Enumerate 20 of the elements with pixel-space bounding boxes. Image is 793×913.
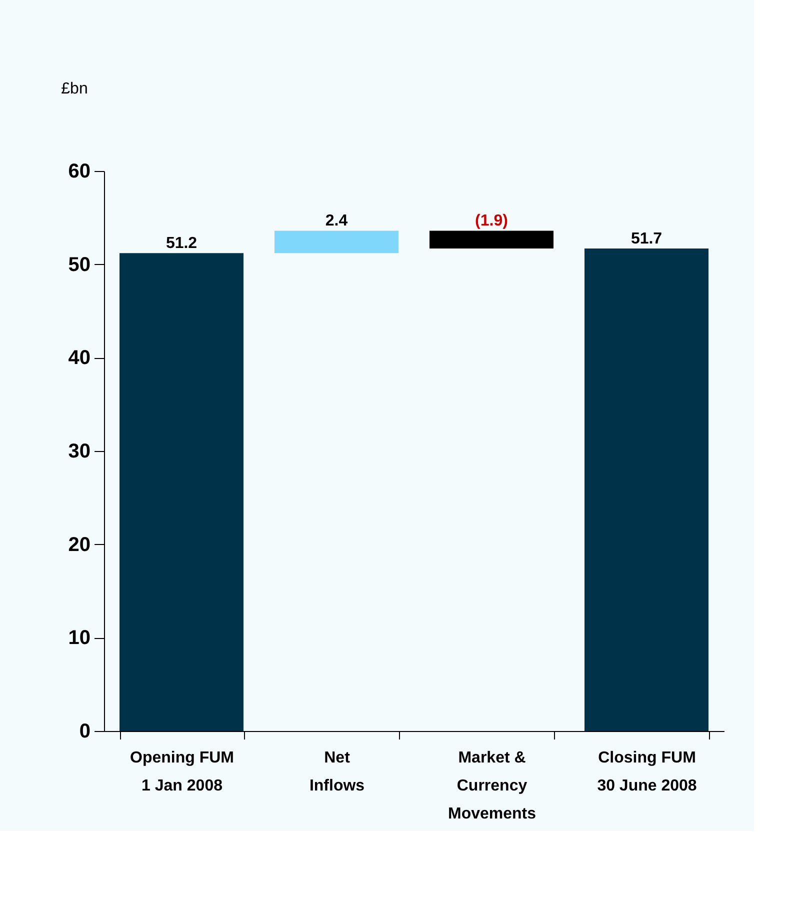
- y-axis-title: £bn: [61, 80, 88, 98]
- y-tick-label: 50: [68, 254, 90, 276]
- bar: [584, 248, 708, 731]
- bar: [120, 253, 244, 731]
- data-label: (1.9): [475, 212, 508, 230]
- data-label: 51.7: [630, 230, 662, 248]
- x-tick-label: Closing FUM 30 June 2008: [597, 750, 697, 794]
- y-tick-label: 0: [79, 720, 90, 742]
- y-tick-label: 30: [68, 440, 90, 462]
- data-label: 2.4: [325, 212, 348, 230]
- x-tick-label: Market & Currency Movements: [448, 750, 536, 822]
- y-tick-label: 40: [68, 347, 90, 370]
- y-tick-label: 10: [68, 627, 90, 650]
- x-tick-label: Opening FUM 1 Jan 2008: [130, 750, 234, 794]
- data-label: 51.2: [166, 235, 198, 252]
- bar: [430, 230, 554, 248]
- y-tick-label: 60: [68, 160, 90, 182]
- x-tick-label: Net Inflows: [309, 750, 365, 794]
- y-tick-label: 20: [68, 534, 90, 556]
- bar: [274, 230, 398, 254]
